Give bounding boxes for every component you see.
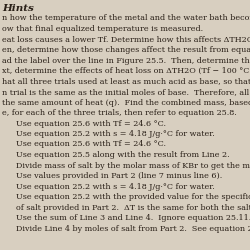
Text: eat loss causes a lower Tf. Determine how this affects ΔTH2O and ΔTM.: eat loss causes a lower Tf. Determine ho… bbox=[2, 36, 250, 44]
Text: Use equation 25.5 along with the result from Line 2.: Use equation 25.5 along with the result … bbox=[16, 151, 230, 159]
Text: e, for each of the three trials, then refer to equation 25.8.: e, for each of the three trials, then re… bbox=[2, 109, 237, 117]
Text: n how the temperature of the metal and the water bath become equalize: n how the temperature of the metal and t… bbox=[2, 14, 250, 22]
Text: Use equation 25.2 with s = 4.18 J/g·°C for water.: Use equation 25.2 with s = 4.18 J/g·°C f… bbox=[16, 182, 215, 190]
Text: the same amount of heat (q).  Find the combined mass, based on the tota: the same amount of heat (q). Find the co… bbox=[2, 98, 250, 106]
Text: xt, determine the effects of heat loss on ΔTH2O (Tf − 100 °C) and ΔTM (T: xt, determine the effects of heat loss o… bbox=[2, 67, 250, 75]
Text: hat all three trials used at least as much acid as base, so that the total mo: hat all three trials used at least as mu… bbox=[2, 78, 250, 86]
Text: Use equation 25.6 with Tf = 24.6 °C.: Use equation 25.6 with Tf = 24.6 °C. bbox=[16, 120, 166, 128]
Text: Use equation 25.2 with the provided value for the specific heat and t: Use equation 25.2 with the provided valu… bbox=[16, 193, 250, 201]
Text: Use values provided in Part 2 (line 7 minus line 6).: Use values provided in Part 2 (line 7 mi… bbox=[16, 172, 222, 180]
Text: Use the sum of Line 3 and Line 4.  Ignore equation 25.11.: Use the sum of Line 3 and Line 4. Ignore… bbox=[16, 214, 250, 222]
Text: Divide Line 4 by moles of salt from Part 2.  See equation 25.12.: Divide Line 4 by moles of salt from Part… bbox=[16, 224, 250, 232]
Text: ad the label over the line in Figure 25.5.  Then, determine the effect on: ad the label over the line in Figure 25.… bbox=[2, 56, 250, 64]
Text: n trial is the same as the initial moles of base.  Therefore, all three reactio: n trial is the same as the initial moles… bbox=[2, 88, 250, 96]
Text: Hints: Hints bbox=[2, 4, 34, 13]
Text: Divide mass of salt by the molar mass of KBr to get the moles.: Divide mass of salt by the molar mass of… bbox=[16, 162, 250, 170]
Text: of salt provided in Part 2.  ΔT is the same for both the salt and the wi: of salt provided in Part 2. ΔT is the sa… bbox=[16, 204, 250, 212]
Text: Use equation 25.6 with Tf = 24.6 °C.: Use equation 25.6 with Tf = 24.6 °C. bbox=[16, 140, 166, 148]
Text: ow that final equalized temperature is measured.: ow that final equalized temperature is m… bbox=[2, 25, 203, 33]
Text: en, determine how those changes affect the result from equation 25.5.: en, determine how those changes affect t… bbox=[2, 46, 250, 54]
Text: Use equation 25.2 with s = 4.18 J/g·°C for water.: Use equation 25.2 with s = 4.18 J/g·°C f… bbox=[16, 130, 215, 138]
